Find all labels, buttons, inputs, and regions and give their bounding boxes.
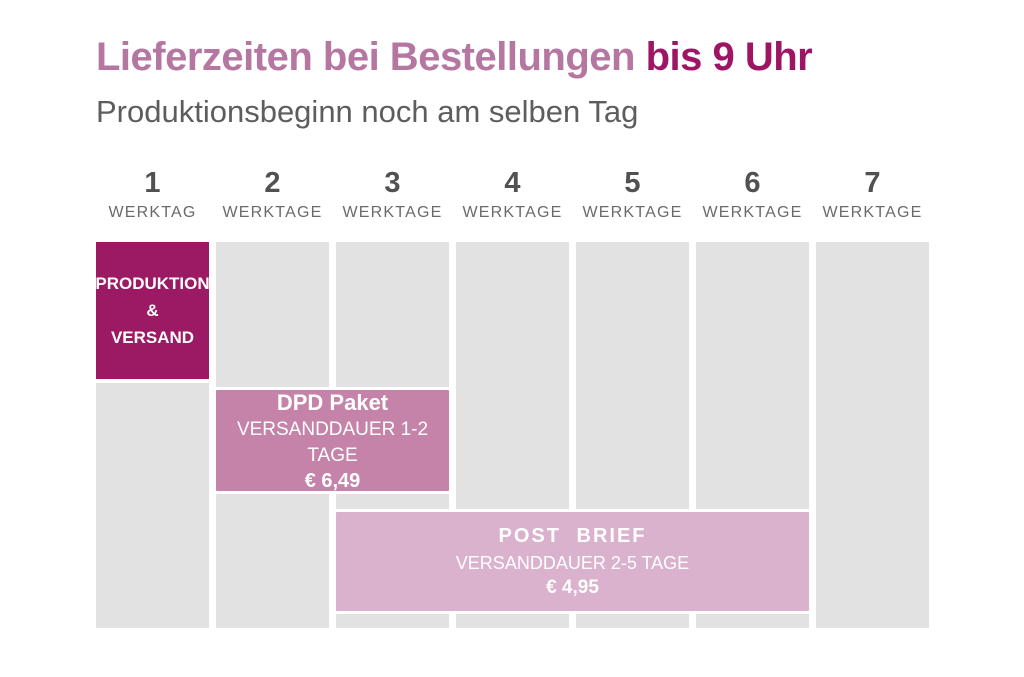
- day-number: 7: [864, 167, 881, 199]
- dpd-paket-bar: DPD Paket VERSANDDAUER 1-2 TAGE € 6,49: [213, 387, 452, 494]
- production-versand-bar: PRODUKTION & VERSAND: [95, 242, 210, 383]
- production-bar-line1: PRODUKTION: [95, 274, 210, 293]
- production-bar-line3: VERSAND: [110, 328, 195, 347]
- day-label: WERKTAG: [108, 204, 197, 221]
- day-label: WERKTAGE: [342, 204, 443, 221]
- day-label: WERKTAGE: [462, 204, 563, 221]
- day-number: 5: [624, 167, 641, 199]
- page-subtitle: Produktionsbeginn noch am selben Tag: [96, 94, 639, 129]
- day-header-4: 4 WERKTAGE: [456, 166, 569, 222]
- title-main: Lieferzeiten bei Bestellungen: [96, 35, 635, 79]
- day-number: 3: [384, 167, 401, 199]
- post-bar-duration: VERSANDDAUER 2-5 TAGE: [455, 553, 690, 573]
- day-header-6: 6 WERKTAGE: [696, 166, 809, 222]
- day-header-5: 5 WERKTAGE: [576, 166, 689, 222]
- day-label: WERKTAGE: [222, 204, 323, 221]
- dpd-bar-duration: VERSANDDAUER 1-2 TAGE: [236, 418, 429, 466]
- page-title: Lieferzeiten bei Bestellungen bis 9 Uhr: [96, 33, 813, 81]
- title-space: [635, 35, 646, 79]
- dpd-bar-price: € 6,49: [304, 469, 361, 492]
- day-label: WERKTAGE: [822, 204, 923, 221]
- day-number: 2: [264, 167, 281, 199]
- day-number: 4: [504, 167, 521, 199]
- day-track-7: [816, 242, 929, 628]
- day-number: 1: [144, 167, 161, 199]
- day-header-2: 2 WERKTAGE: [216, 166, 329, 222]
- day-number: 6: [744, 167, 761, 199]
- production-bar-line2: &: [146, 301, 159, 320]
- post-bar-price: € 4,95: [546, 577, 599, 598]
- day-header-1: 1 WERKTAG: [96, 166, 209, 222]
- dpd-bar-title: DPD Paket: [276, 389, 389, 415]
- post-brief-bar: POST BRIEF VERSANDDAUER 2-5 TAGE € 4,95: [333, 509, 812, 614]
- day-header-3: 3 WERKTAGE: [336, 166, 449, 222]
- day-label: WERKTAGE: [702, 204, 803, 221]
- day-label: WERKTAGE: [582, 204, 683, 221]
- post-bar-title: POST BRIEF: [498, 525, 647, 547]
- title-highlight: bis 9 Uhr: [645, 35, 813, 79]
- day-header-7: 7 WERKTAGE: [816, 166, 929, 222]
